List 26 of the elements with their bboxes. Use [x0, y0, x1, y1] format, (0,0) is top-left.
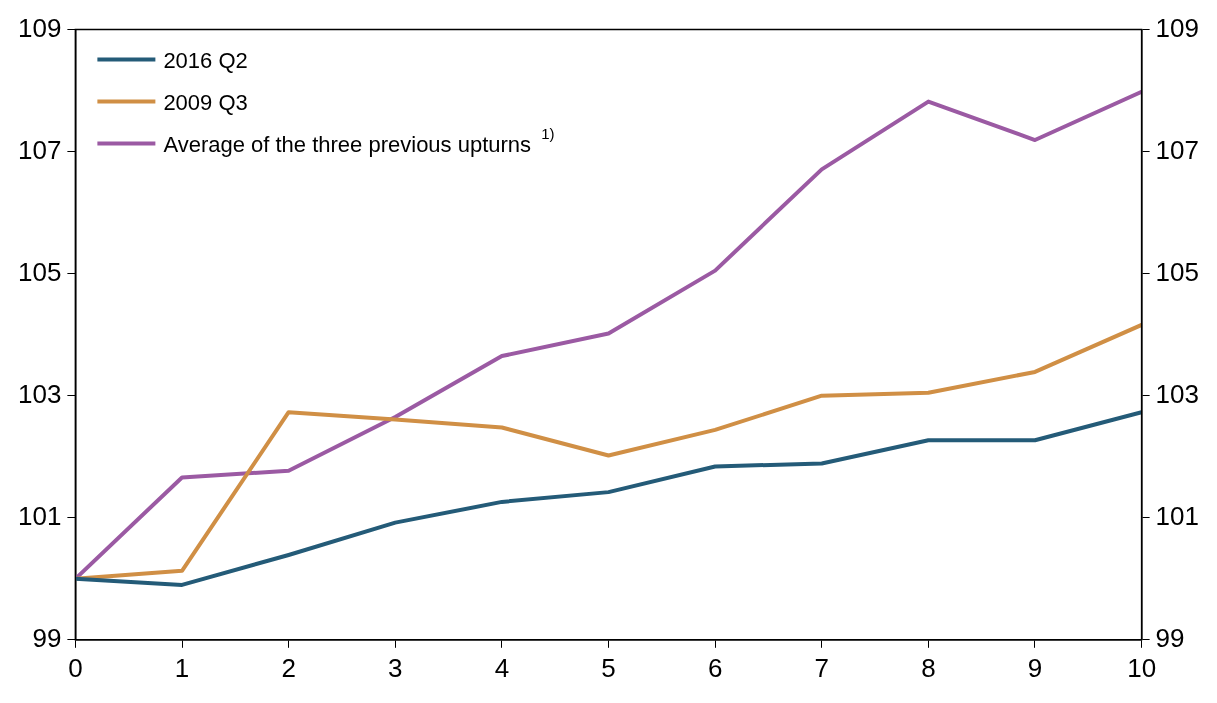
y2-tick-label: 101	[1155, 500, 1200, 531]
x-tick-label: 5	[601, 652, 616, 683]
y2-tick-label: 103	[1155, 378, 1200, 409]
y2-tick-label: 107	[1155, 134, 1200, 165]
x-tick-label: 9	[1027, 652, 1043, 683]
legend-label: 2009 Q3	[163, 89, 248, 115]
legend-label: 2016 Q2	[163, 47, 248, 73]
x-tick-label: 2	[281, 652, 296, 683]
x-tick-label: 7	[814, 652, 829, 683]
y-tick-label: 105	[17, 256, 62, 287]
y-tick-label: 103	[17, 378, 62, 409]
legend-label: Average of the three previous upturns 1)	[163, 124, 555, 157]
y2-tick-label: 99	[1155, 622, 1185, 653]
y-tick-label: 99	[32, 622, 62, 653]
x-tick-label: 6	[707, 652, 723, 683]
x-tick-label: 0	[68, 652, 83, 683]
y-tick-label: 101	[17, 500, 62, 531]
x-tick-label: 4	[494, 652, 510, 683]
x-tick-label: 1	[174, 652, 190, 683]
y2-tick-label: 109	[1155, 12, 1200, 43]
y2-tick-label: 105	[1155, 256, 1200, 287]
y-tick-label: 107	[17, 134, 62, 165]
x-tick-label: 10	[1127, 652, 1157, 683]
x-tick-label: 8	[921, 652, 936, 683]
x-tick-label: 3	[388, 652, 403, 683]
y-tick-label: 109	[17, 12, 62, 43]
